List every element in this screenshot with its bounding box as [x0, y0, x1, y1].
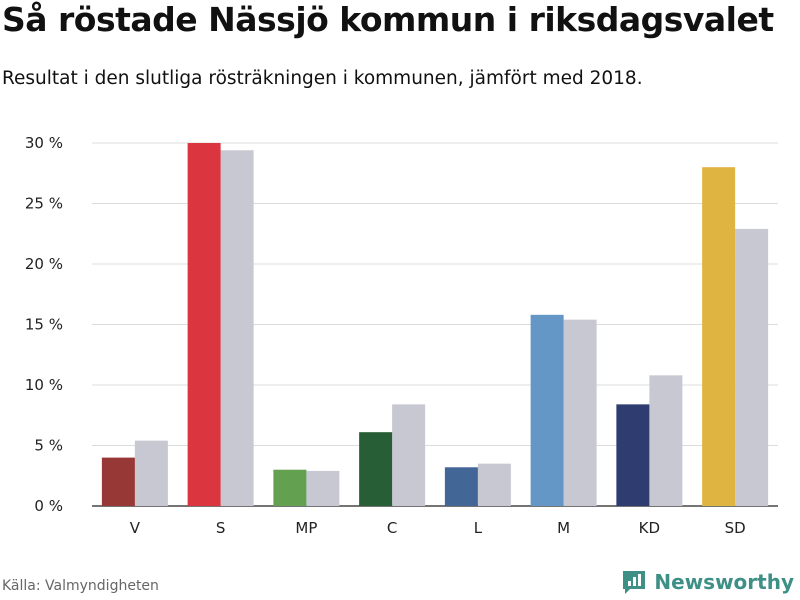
- x-category-label: L: [474, 519, 483, 537]
- bar-current: [444, 467, 478, 506]
- bar-current: [187, 143, 221, 506]
- bar-current: [273, 469, 307, 506]
- bars: [101, 143, 769, 506]
- y-tick-label: 30 %: [25, 134, 63, 152]
- x-category-label: KD: [639, 519, 660, 537]
- bar-2018: [735, 228, 769, 506]
- newsworthy-logo-icon: [623, 571, 646, 594]
- brand-name: Newsworthy: [654, 570, 794, 594]
- bar-2018: [220, 150, 254, 506]
- bar-current: [616, 404, 650, 506]
- bar-chart: 0 % 5 % 10 % 15 % 20 % 25 % 30 % V S MP C L M KD SD: [25, 134, 778, 537]
- y-tick-label: 10 %: [25, 376, 63, 394]
- bar-2018: [563, 319, 597, 506]
- y-tick-label: 0 %: [34, 497, 63, 515]
- y-tick-label: 20 %: [25, 255, 63, 273]
- x-category-label: S: [216, 519, 226, 537]
- bar-2018: [649, 375, 683, 506]
- bar-current: [101, 457, 135, 506]
- source-note: Källa: Valmyndigheten: [2, 578, 159, 594]
- x-axis-categories: V S MP C L M KD SD: [130, 519, 746, 537]
- x-category-label: V: [130, 519, 141, 537]
- bar-2018: [306, 470, 340, 506]
- bar-2018: [477, 463, 511, 506]
- x-category-label: MP: [295, 519, 317, 537]
- bar-current: [359, 432, 393, 506]
- y-tick-label: 15 %: [25, 316, 63, 334]
- bar-current: [530, 314, 564, 506]
- chart-title: Så röstade Nässjö kommun i riksdagsvalet: [2, 0, 774, 39]
- y-tick-label: 5 %: [34, 437, 63, 455]
- x-category-label: C: [387, 519, 397, 537]
- bar-current: [702, 167, 736, 506]
- x-category-label: SD: [725, 519, 746, 537]
- chart-subtitle: Resultat i den slutliga rösträkningen i …: [2, 68, 643, 89]
- x-category-label: M: [557, 519, 570, 537]
- bar-2018: [134, 440, 168, 506]
- y-axis-ticks: 0 % 5 % 10 % 15 % 20 % 25 % 30 %: [25, 134, 63, 515]
- brand-logo: Newsworthy: [620, 567, 794, 597]
- y-tick-label: 25 %: [25, 195, 63, 213]
- bar-2018: [392, 404, 426, 506]
